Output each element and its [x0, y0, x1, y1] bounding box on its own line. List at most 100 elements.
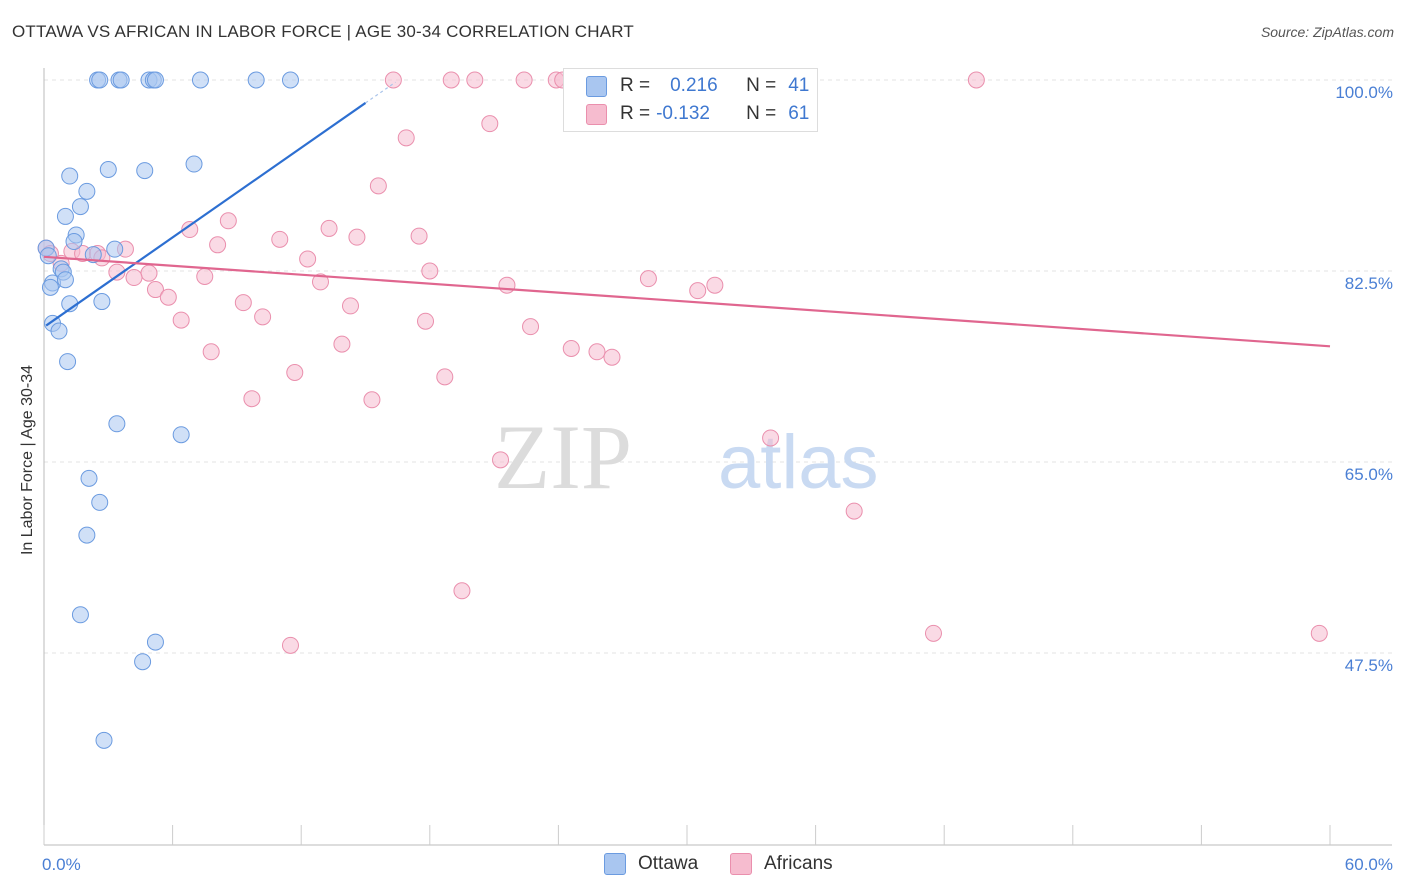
ottawa-point [247, 71, 265, 89]
africans-point [421, 262, 439, 280]
africans-point [417, 312, 435, 330]
ottawa-point [108, 415, 126, 433]
africans-point [384, 71, 402, 89]
y-tick-label-2: 82.5% [1345, 274, 1393, 293]
africans-point [410, 227, 428, 245]
ottawa-point [39, 247, 57, 265]
ottawa-point [95, 731, 113, 749]
africans-point [311, 273, 329, 291]
ottawa-point [136, 162, 154, 180]
africans-point [588, 343, 606, 361]
legend-row-africans: R = -0.132 N = 61 [586, 101, 810, 127]
legend-label-africans: Africans [764, 853, 833, 874]
legend-swatch-ottawa [586, 75, 607, 97]
africans-point [172, 311, 190, 329]
africans-point [689, 282, 707, 300]
ottawa-point [91, 71, 109, 89]
africans-point [369, 177, 387, 195]
africans-point [196, 267, 214, 285]
africans-point [436, 368, 454, 386]
ottawa-point [71, 606, 89, 624]
africans-point [498, 276, 516, 294]
africans-points [37, 71, 1328, 654]
legend-swatch-africans [730, 853, 752, 875]
africans-point [562, 339, 580, 357]
africans-point [209, 236, 227, 254]
n-value-ottawa: 41 [788, 75, 810, 96]
ottawa-point [71, 198, 89, 216]
series-legend: Ottawa Africans [0, 852, 1406, 876]
legend-item-ottawa[interactable]: Ottawa [604, 852, 698, 876]
africans-point [924, 624, 942, 642]
africans-point [442, 71, 460, 89]
watermark-zip: ZIP [494, 406, 632, 508]
africans-point [286, 364, 304, 382]
ottawa-point [61, 167, 79, 185]
tick-labels: 47.5% 65.0% 82.5% 100.0% 0.0% 60.0% [42, 83, 1393, 874]
ottawa-point [56, 207, 74, 225]
africans-point [281, 636, 299, 654]
ottawa-point [80, 469, 98, 487]
africans-point [762, 429, 780, 447]
ottawa-point [78, 182, 96, 200]
ottawa-point [50, 322, 68, 340]
r-value-africans: -0.132 [656, 103, 710, 124]
r-value-ottawa: 0.216 [670, 75, 718, 96]
africans-point [845, 502, 863, 520]
ottawa-point [93, 293, 111, 311]
x-tick-label-max: 60.0% [1345, 855, 1393, 874]
africans-point [967, 71, 985, 89]
n-label: N = [746, 103, 777, 124]
africans-point [348, 228, 366, 246]
ottawa-point [84, 246, 102, 264]
ottawa-point [191, 71, 209, 89]
chart-title: OTTAWA VS AFRICAN IN LABOR FORCE | AGE 3… [12, 22, 635, 41]
africans-point [234, 294, 252, 312]
africans-point [159, 288, 177, 306]
legend-label-ottawa: Ottawa [638, 853, 699, 874]
y-tick-label-1: 65.0% [1345, 465, 1393, 484]
africans-point [492, 451, 510, 469]
source-label: Source: ZipAtlas.com [1260, 24, 1394, 40]
africans-point [639, 270, 657, 288]
africans-point [453, 582, 471, 600]
africans-trendline [43, 255, 1331, 348]
x-tick-label-min: 0.0% [42, 855, 81, 874]
ottawa-point [185, 155, 203, 173]
legend-row-ottawa: R = 0.216 N = 41 [586, 73, 810, 99]
ottawa-point [78, 526, 96, 544]
africans-point [466, 71, 484, 89]
n-label: N = [746, 75, 777, 96]
ottawa-points [37, 71, 299, 749]
africans-point [363, 391, 381, 409]
ottawa-point [146, 71, 164, 89]
legend-item-africans[interactable]: Africans [730, 852, 833, 876]
n-value-africans: 61 [788, 103, 810, 124]
ottawa-point [281, 71, 299, 89]
y-tick-label-0: 47.5% [1345, 656, 1393, 675]
africans-point [299, 250, 317, 268]
y-tick-label-3: 100.0% [1335, 83, 1393, 102]
trendlines [43, 81, 1331, 348]
africans-point [706, 276, 724, 294]
r-label: R = [620, 75, 651, 96]
africans-point [603, 348, 621, 366]
ottawa-trendline-extension [365, 81, 396, 104]
africans-point [271, 230, 289, 248]
gridlines [44, 79, 1392, 654]
ottawa-point [65, 233, 83, 251]
ottawa-trendline [45, 102, 367, 327]
ottawa-point [56, 271, 74, 289]
axes [43, 68, 1392, 846]
ottawa-point [99, 160, 117, 178]
watermark-atlas: atlas [718, 420, 879, 505]
africans-point [515, 71, 533, 89]
africans-point [333, 335, 351, 353]
ottawa-point [172, 426, 190, 444]
africans-point [254, 308, 272, 326]
legend-swatch-ottawa [604, 853, 626, 875]
africans-point [202, 343, 220, 361]
africans-point [125, 269, 143, 287]
watermark: ZIP atlas [494, 406, 879, 508]
